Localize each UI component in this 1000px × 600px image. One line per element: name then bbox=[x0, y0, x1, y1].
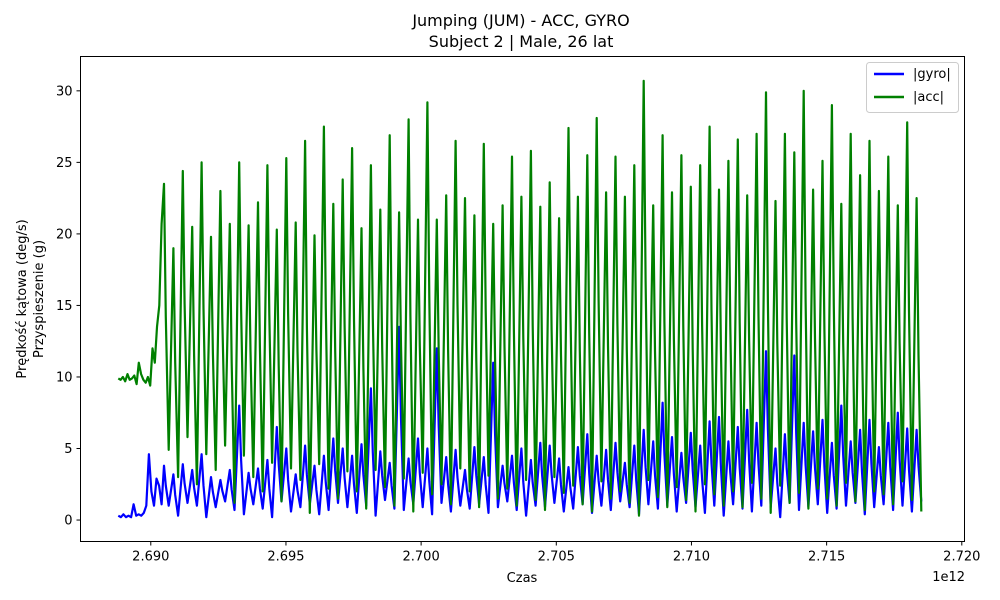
chart-subtitle: Subject 2 | Male, 26 lat bbox=[429, 32, 614, 51]
x-tick-label: 2.720 bbox=[943, 550, 980, 565]
series-layer bbox=[117, 79, 923, 519]
x-tick-label: 2.705 bbox=[538, 550, 575, 565]
y-tick-label: 25 bbox=[56, 156, 73, 171]
y-axis-label-line2: Przyspieszenie (g) bbox=[32, 240, 47, 358]
y-tick-label: 10 bbox=[56, 370, 73, 385]
chart-title: Jumping (JUM) - ACC, GYRO bbox=[411, 11, 629, 30]
y-tick-label: 5 bbox=[64, 442, 72, 457]
x-axis-offset-label: 1e12 bbox=[932, 570, 965, 585]
legend-label-acc: |acc| bbox=[913, 90, 944, 105]
y-tick-label: 15 bbox=[56, 299, 73, 314]
series-line-gyro bbox=[117, 325, 923, 519]
plot-frame bbox=[80, 56, 965, 542]
y-tick-label: 0 bbox=[64, 514, 72, 529]
y-axis-ticks: 0 5 10 15 20 25 30 bbox=[56, 84, 81, 529]
x-axis-label: Czas bbox=[507, 571, 538, 586]
plot-area bbox=[80, 56, 965, 542]
y-tick-label: 30 bbox=[56, 84, 73, 99]
x-axis-ticks: 2.690 2.695 2.700 2.705 2.710 2.715 2.720 bbox=[132, 541, 980, 565]
y-tick-label: 20 bbox=[56, 227, 73, 242]
legend: |gyro| |acc| bbox=[866, 62, 959, 113]
x-tick-label: 2.700 bbox=[403, 550, 440, 565]
x-tick-label: 2.695 bbox=[267, 550, 304, 565]
x-tick-label: 2.715 bbox=[808, 550, 845, 565]
x-tick-label: 2.690 bbox=[132, 550, 169, 565]
y-axis-label-line1: Prędkość kątowa (deg/s) bbox=[15, 219, 30, 378]
legend-label-gyro: |gyro| bbox=[913, 67, 951, 82]
x-tick-label: 2.710 bbox=[673, 550, 710, 565]
series-line-acc bbox=[117, 79, 923, 517]
